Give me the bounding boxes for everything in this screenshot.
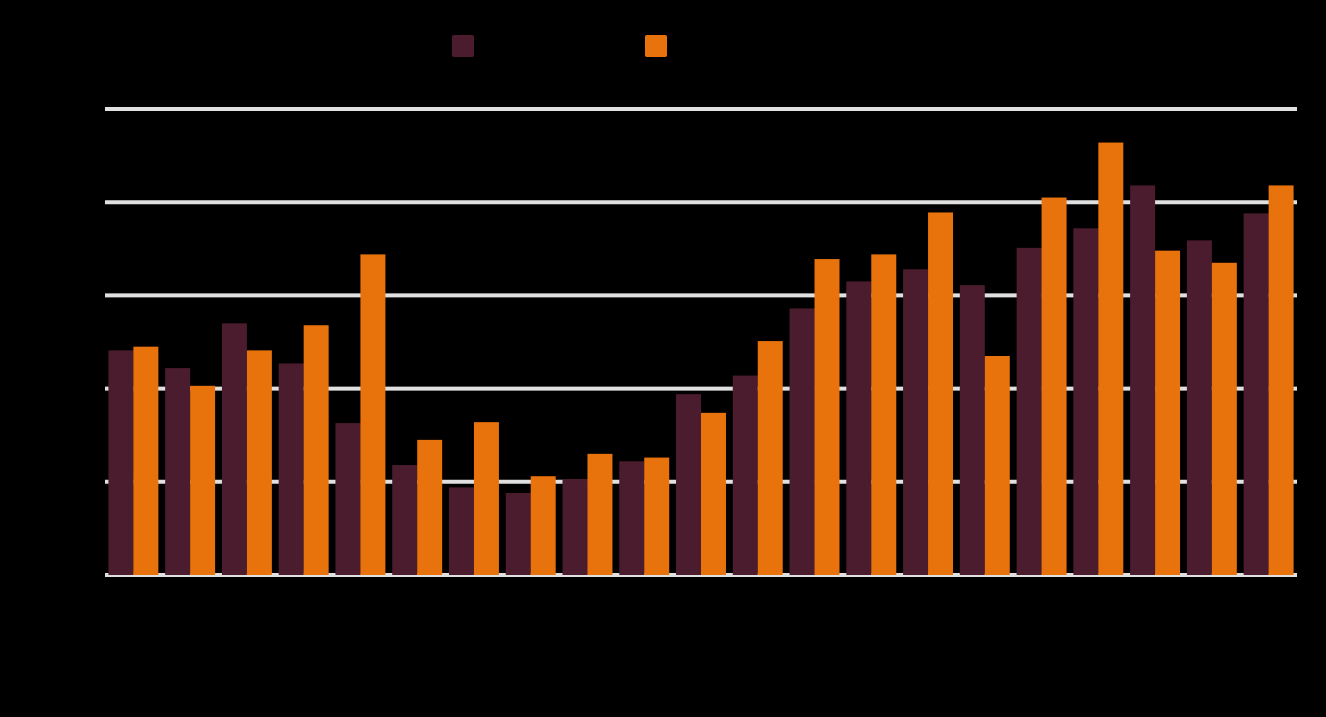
bar xyxy=(757,341,783,575)
bar xyxy=(814,259,840,575)
bar xyxy=(1155,250,1181,575)
bar xyxy=(846,281,872,575)
bar xyxy=(448,487,474,575)
bar xyxy=(871,254,897,575)
legend-swatch xyxy=(645,35,667,57)
bar xyxy=(392,465,418,575)
bar xyxy=(619,461,645,575)
bar xyxy=(959,285,985,575)
bar xyxy=(1130,185,1156,575)
legend-swatch xyxy=(452,35,474,57)
bar xyxy=(190,385,216,575)
bar xyxy=(1016,247,1042,576)
bar xyxy=(1041,197,1067,576)
bar xyxy=(587,453,613,575)
bar xyxy=(278,363,304,575)
bar xyxy=(789,308,815,575)
bar xyxy=(562,479,588,575)
bar xyxy=(246,350,272,575)
bar xyxy=(360,254,386,575)
bar xyxy=(335,423,361,575)
bar xyxy=(417,439,443,575)
bar xyxy=(221,323,247,575)
bar xyxy=(1073,228,1099,575)
bar xyxy=(165,368,191,575)
bar xyxy=(1098,142,1124,575)
bar xyxy=(473,422,499,575)
bar xyxy=(644,457,670,575)
bar xyxy=(903,269,929,575)
bar xyxy=(133,346,159,575)
bar xyxy=(1186,240,1212,576)
bar xyxy=(1268,185,1294,575)
bar xyxy=(303,325,329,575)
bar xyxy=(928,212,954,575)
bar xyxy=(1243,213,1269,575)
bar xyxy=(505,492,531,575)
bar xyxy=(108,350,134,575)
bar xyxy=(701,412,726,575)
bar xyxy=(732,375,758,575)
bar xyxy=(530,476,556,575)
bar xyxy=(676,394,701,575)
bar xyxy=(1211,262,1237,575)
bar xyxy=(984,355,1010,575)
